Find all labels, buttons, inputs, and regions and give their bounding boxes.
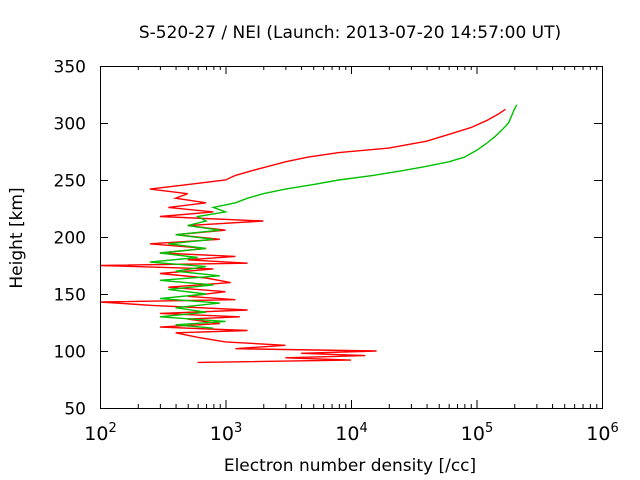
x-tick-base: 10: [461, 423, 485, 445]
y-tick-label: 300: [54, 115, 86, 135]
x-tick-label: 103: [210, 421, 242, 445]
chart-title: S-520-27 / NEI (Launch: 2013-07-20 14:57…: [139, 23, 561, 43]
y-axis-label: Height [km]: [7, 187, 27, 288]
x-tick-exponent: 5: [485, 421, 493, 436]
x-axis-label: Electron number density [/cc]: [224, 456, 476, 476]
series-layer: [99, 104, 518, 364]
y-tick-label: 250: [54, 172, 86, 192]
y-tick-label: 350: [54, 58, 86, 78]
x-tick-label: 102: [84, 421, 116, 445]
y-tick-label: 200: [54, 229, 86, 249]
y-tick-label: 100: [54, 343, 86, 363]
x-tick-label: 104: [335, 421, 367, 445]
x-tick-label: 106: [586, 421, 618, 445]
y-tick-label: 50: [64, 400, 86, 420]
x-tick-base: 10: [84, 423, 108, 445]
series-1-line: [99, 108, 506, 364]
x-tick-exponent: 3: [234, 421, 242, 436]
series-2-line: [149, 104, 518, 329]
x-tick-exponent: 2: [108, 421, 116, 436]
x-tick-exponent: 4: [359, 421, 367, 436]
x-tick-exponent: 6: [610, 421, 618, 436]
plot-area-frame: [100, 66, 603, 409]
x-tick-label: 105: [461, 421, 493, 445]
x-tick-base: 10: [586, 423, 610, 445]
x-tick-base: 10: [210, 423, 234, 445]
x-tick-base: 10: [335, 423, 359, 445]
y-tick-label: 150: [54, 286, 86, 306]
